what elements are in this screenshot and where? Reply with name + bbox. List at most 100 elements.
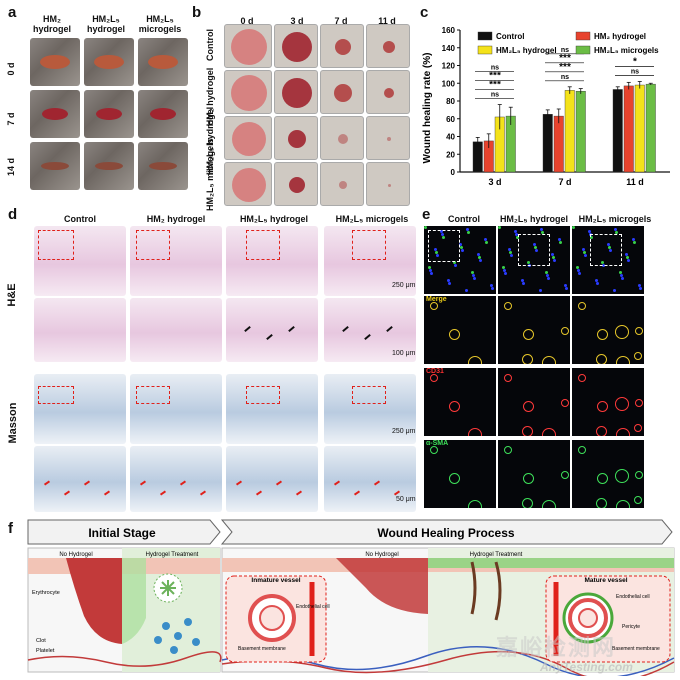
wound-photo-b: [274, 116, 318, 160]
label-basement-membrane-2: Basement membrane: [612, 646, 660, 652]
x-tick-label: 7 d: [558, 177, 571, 187]
significance-label: ns: [561, 47, 569, 54]
nucleus-dot: [619, 271, 622, 274]
vessel-ring: [523, 329, 534, 340]
watermark-cn: 嘉峪检测网: [496, 635, 617, 660]
zoom-region-box: [246, 386, 280, 404]
nucleus-dot: [491, 287, 494, 290]
vessel-ring: [504, 302, 512, 310]
scale-bar-d-3: 250 μm: [392, 428, 416, 435]
wound-photo-a: [30, 142, 80, 190]
nucleus-dot: [625, 253, 628, 256]
nucleus-dot: [545, 271, 548, 274]
col-label-b-11d: 11 d: [378, 16, 396, 26]
nucleus-dot: [454, 264, 457, 267]
wound-photo-a: [138, 38, 188, 86]
stage2-title: Wound Healing Process: [377, 526, 514, 540]
collagen-arrow: [63, 490, 71, 496]
zoom-region-box: [136, 230, 170, 260]
nucleus-dot: [588, 230, 591, 233]
follicle-arrow: [342, 325, 349, 333]
collagen-arrow: [333, 480, 341, 486]
label-endothelial-cell-2: Endothelial cell: [616, 594, 650, 600]
follicle-arrow: [266, 333, 273, 341]
fluorescence-image: [572, 226, 644, 294]
wound-area: [282, 32, 312, 62]
col-label-e-1: Control: [448, 214, 480, 224]
nucleus-dot: [558, 238, 561, 241]
nucleus-dot: [564, 284, 567, 287]
wound-area: [288, 130, 306, 148]
wound-area: [149, 162, 177, 170]
vessel-ring: [596, 354, 607, 364]
nucleus-dot: [621, 277, 624, 280]
col-label-e-2: HM₂L₅ hydrogel: [499, 214, 569, 224]
col-label-d-1: Control: [64, 214, 96, 224]
wound-cavity: [66, 558, 122, 644]
y-tick-label: 160: [442, 26, 456, 35]
nucleus-dot: [429, 269, 432, 272]
nucleus-dot: [498, 226, 501, 229]
vessel-ring: [578, 302, 586, 310]
vessel-ring: [615, 469, 629, 483]
mature-vessel-lumen: [578, 608, 598, 628]
nucleus-dot: [440, 230, 443, 233]
nucleus-dot: [448, 282, 451, 285]
wound-healing-bar-chart: Wound healing rate (%) 0 20 40 60 80 100 120 14…: [422, 26, 670, 187]
zoom-region-box: [38, 386, 74, 404]
collagen-arrow: [103, 490, 111, 496]
wound-photo-b: [224, 162, 272, 206]
healing-wound: [336, 558, 428, 614]
label-platelet: Platelet: [36, 648, 55, 654]
nucleus-dot: [565, 287, 568, 290]
nucleus-dot: [515, 233, 518, 236]
nucleus-dot: [615, 231, 618, 234]
wound-photo-a: [84, 90, 134, 138]
legend-swatch: [575, 45, 591, 55]
zoom-region-box: [136, 386, 170, 404]
wound-photo-a: [84, 38, 134, 86]
nucleus-dot: [424, 226, 427, 229]
x-tick-label: 3 d: [488, 177, 501, 187]
wound-area: [335, 39, 351, 55]
bar: [553, 115, 564, 173]
col-label-b-7d: 7 d: [334, 16, 348, 26]
nucleus-dot: [527, 261, 530, 264]
hair-follicle: [494, 561, 502, 621]
legend-label: Control: [496, 32, 524, 41]
nucleus-dot: [484, 238, 487, 241]
nucleus-dot: [632, 238, 635, 241]
tissue-he-low: [324, 226, 416, 296]
scale-bar-d-4: 50 μm: [396, 496, 416, 503]
watermark-en: AnyTesting.com: [540, 660, 633, 674]
nucleus-dot: [435, 251, 438, 254]
significance-label: ns: [491, 92, 499, 99]
nucleus-dot: [466, 228, 469, 231]
zoom-region-box: [590, 234, 622, 266]
nucleus-dot: [553, 259, 556, 262]
nucleus-dot: [582, 248, 585, 251]
follicle-arrow: [386, 325, 393, 333]
bar: [564, 90, 575, 173]
y-tick-label: 20: [446, 150, 455, 159]
significance-label: ns: [631, 68, 639, 75]
legend-swatch: [477, 45, 493, 55]
nucleus-dot: [540, 228, 543, 231]
bar: [472, 141, 483, 173]
follicle-arrow: [364, 333, 371, 341]
nucleus-dot: [547, 277, 550, 280]
y-axis-label: Wound healing rate (%): [422, 53, 433, 164]
significance-label: ***: [559, 53, 571, 64]
vessel-ring: [449, 329, 460, 340]
tissue-he-low: [226, 226, 318, 296]
nucleus-dot: [608, 246, 611, 249]
nucleus-dot: [534, 246, 537, 249]
nucleus-dot: [572, 226, 575, 229]
legend-swatch: [477, 31, 493, 41]
vessel-ring: [634, 424, 642, 432]
nucleus-dot: [583, 251, 586, 254]
nucleus-dot: [614, 228, 617, 231]
row-label-a-7d: 7 d: [6, 112, 16, 126]
wound-area: [150, 108, 176, 120]
vessel-ring: [542, 428, 556, 436]
